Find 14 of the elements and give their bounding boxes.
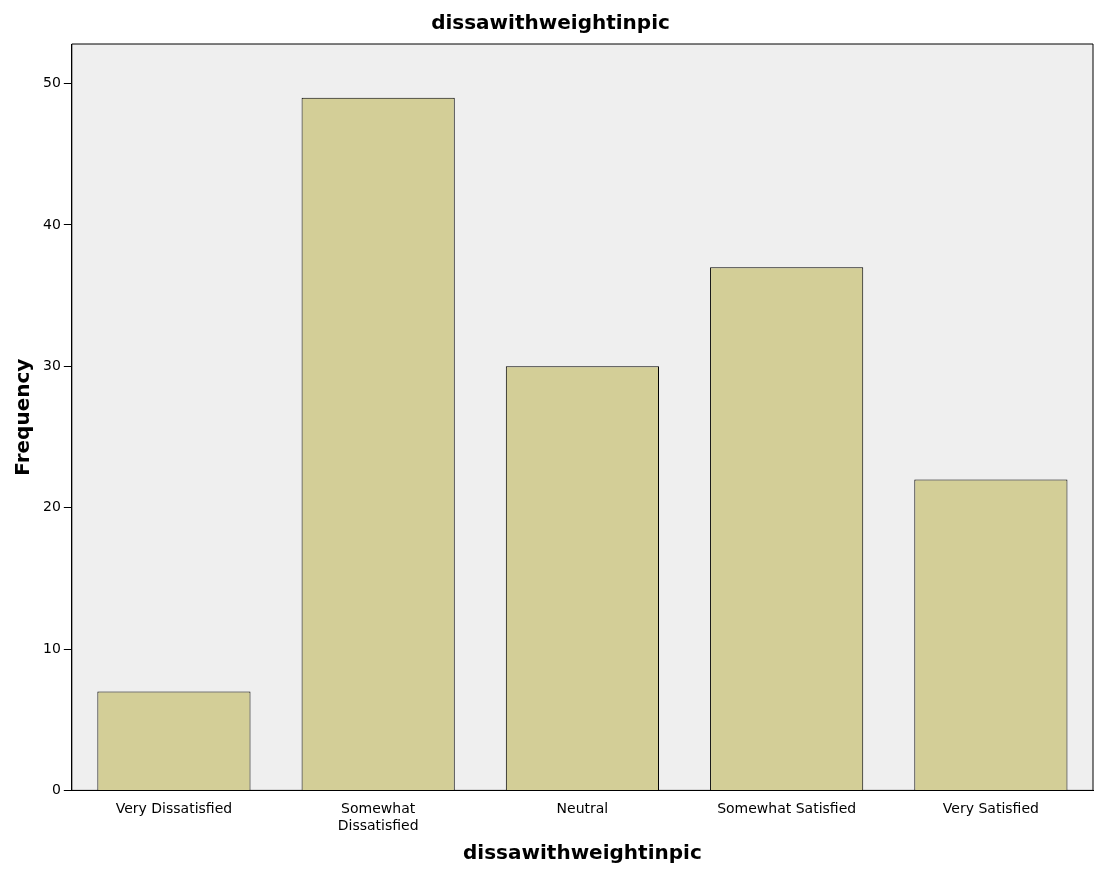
x-tick-label: Very Satisfied: [942, 800, 1039, 817]
y-tick-label: 50: [42, 74, 61, 91]
y-tick-label: 20: [42, 498, 61, 515]
x-tick-label: Somewhat Dissatisfied: [337, 800, 419, 834]
y-tick-label: 40: [42, 215, 61, 232]
x-tick-label: Neutral: [556, 800, 609, 817]
y-tick-label: 10: [42, 639, 61, 656]
x-tick-label: Very Dissatisfied: [115, 800, 233, 817]
y-axis-title: Frequency: [10, 358, 35, 476]
y-tick-label: 0: [51, 781, 61, 798]
x-tick-label: Somewhat Satisfied: [717, 800, 857, 817]
x-axis-title: dissawithweightinpic: [463, 840, 702, 865]
y-tick-label: 30: [42, 356, 61, 373]
chart-title: dissawithweightinpic: [431, 10, 670, 35]
